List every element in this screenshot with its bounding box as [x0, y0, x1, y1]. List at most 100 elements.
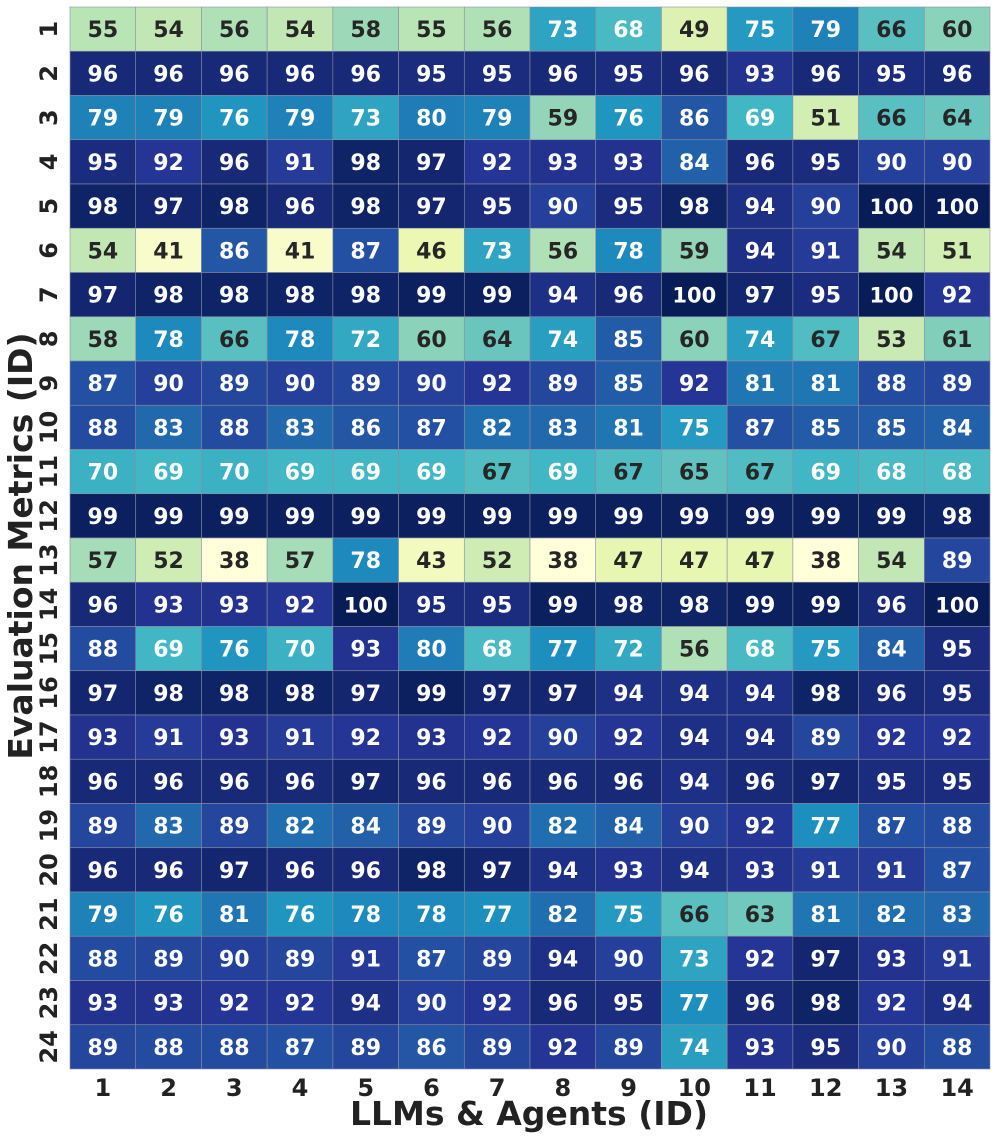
cell-value-label: 92	[153, 151, 184, 176]
cell-value-label: 96	[942, 62, 973, 87]
heatmap-cell	[858, 670, 925, 716]
cell-value-label: 54	[88, 239, 119, 264]
cell-value-label: 56	[482, 18, 513, 43]
heatmap-cell	[398, 803, 465, 849]
cell-value-label: 96	[153, 770, 184, 795]
cell-value-label: 99	[416, 682, 447, 707]
cell-value-label: 92	[745, 947, 776, 972]
heatmap-cell	[398, 626, 465, 672]
cell-value-label: 58	[88, 328, 119, 353]
cell-value-label: 66	[876, 18, 907, 43]
cell-value-label: 93	[153, 593, 184, 618]
heatmap-cell	[135, 227, 202, 273]
cell-value-label: 77	[482, 903, 513, 928]
heatmap-cell	[69, 891, 137, 937]
cell-value-label: 79	[285, 107, 316, 132]
heatmap-cell	[529, 183, 597, 229]
cell-value-label: 98	[219, 195, 250, 220]
heatmap-cell	[266, 803, 334, 849]
heatmap-cell	[595, 581, 662, 627]
cell-value-label: 60	[942, 18, 973, 43]
cell-value-label: 65	[679, 461, 710, 486]
heatmap-cell	[792, 316, 859, 362]
cell-value-label: 73	[548, 18, 579, 43]
x-tick-label: 6	[423, 1074, 440, 1102]
cell-value-label: 95	[876, 770, 907, 795]
heatmap-cell	[858, 6, 925, 52]
heatmap-cell	[792, 980, 859, 1026]
cell-value-label: 92	[613, 726, 644, 751]
x-tick-label: 12	[809, 1074, 842, 1102]
y-tick-label: 3	[35, 109, 63, 126]
cell-value-label: 59	[679, 239, 710, 264]
cell-value-label: 67	[810, 328, 841, 353]
heatmap-cell	[923, 803, 991, 849]
cell-value-label: 96	[88, 859, 119, 884]
heatmap-cell	[923, 449, 991, 495]
cell-value-label: 91	[876, 859, 907, 884]
cell-value-label: 89	[88, 815, 119, 840]
cell-value-label: 89	[613, 1036, 644, 1061]
heatmap-cell	[923, 714, 991, 760]
cell-value-label: 54	[876, 239, 907, 264]
heatmap-cell	[923, 183, 991, 229]
y-axis-title: Evaluation Metrics (ID)	[1, 332, 40, 759]
x-tick-labels: 1 2 3 4 5 6 7 8 9 10 11 12 13 14	[95, 1074, 974, 1102]
cell-value-label: 63	[745, 903, 776, 928]
cell-value-label: 47	[613, 549, 644, 574]
heatmap-cell	[529, 6, 597, 52]
cell-value-label: 92	[482, 372, 513, 397]
cell-value-label: 90	[548, 195, 579, 220]
heatmap-cell	[529, 803, 597, 849]
cell-value-label: 96	[745, 151, 776, 176]
heatmap-cell	[135, 6, 202, 52]
heatmap-cell	[266, 50, 334, 96]
heatmap-cell	[792, 95, 859, 141]
heatmap-cell	[858, 50, 925, 96]
heatmap-cell	[266, 316, 334, 362]
heatmap-cell	[858, 537, 925, 583]
heatmap-cell	[529, 626, 597, 672]
heatmap-cell	[792, 626, 859, 672]
cell-value-label: 88	[88, 638, 119, 663]
cell-value-label: 66	[876, 107, 907, 132]
heatmap-cell	[923, 581, 991, 627]
cell-value-label: 83	[285, 416, 316, 441]
cell-value-label: 89	[482, 947, 513, 972]
heatmap-cell	[529, 1024, 597, 1070]
y-tick-label: 10	[35, 411, 63, 444]
cell-value-label: 85	[613, 328, 644, 353]
cell-value-labels: 55 54 56 54 58 55 56 73 68 49 75 79 66 60 96 96 96 96 96 95…	[88, 18, 980, 1061]
cell-value-label: 84	[679, 151, 710, 176]
heatmap-cell	[398, 714, 465, 760]
x-tick-label: 4	[292, 1074, 309, 1102]
cell-value-label: 69	[548, 461, 579, 486]
heatmap-cell	[529, 980, 597, 1026]
heatmap-cell	[923, 891, 991, 937]
cell-value-label: 78	[153, 328, 184, 353]
heatmap-cell	[332, 581, 399, 627]
heatmap-cell	[201, 139, 268, 185]
cell-value-label: 88	[88, 416, 119, 441]
cell-value-label: 86	[350, 416, 381, 441]
cell-value-label: 100	[870, 195, 914, 219]
cell-value-label: 87	[745, 416, 776, 441]
cell-value-label: 96	[153, 62, 184, 87]
heatmap-cell	[661, 1024, 728, 1070]
cell-value-label: 90	[876, 151, 907, 176]
cell-value-label: 77	[810, 815, 841, 840]
heatmap-cell	[529, 227, 597, 273]
cell-value-label: 82	[548, 815, 579, 840]
cell-value-label: 96	[219, 151, 250, 176]
heatmap-cell	[792, 360, 859, 406]
cell-value-label: 74	[548, 328, 579, 353]
cell-value-label: 49	[679, 18, 710, 43]
cell-value-label: 89	[285, 947, 316, 972]
cell-value-label: 89	[810, 726, 841, 751]
y-tick-label: 5	[35, 198, 63, 215]
heatmap-cell	[726, 1024, 794, 1070]
heatmap-cell	[595, 227, 662, 273]
cell-value-label: 97	[219, 859, 250, 884]
heatmap-cell	[726, 360, 794, 406]
cell-value-label: 94	[679, 726, 710, 751]
